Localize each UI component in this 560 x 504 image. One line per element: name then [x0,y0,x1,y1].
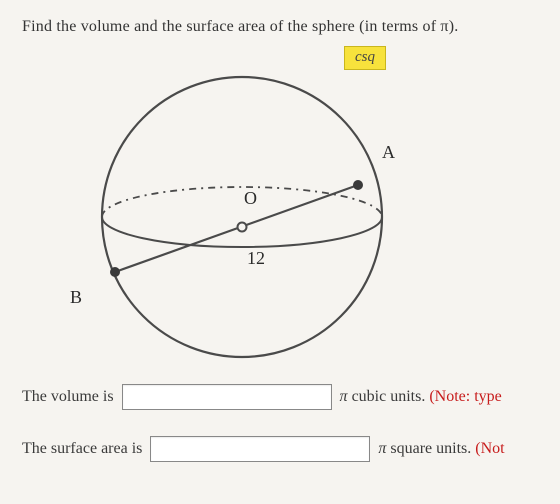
sphere-svg [52,42,472,362]
pi-symbol: π [340,388,348,405]
volume-input[interactable] [122,384,332,410]
sphere-diagram: csq A B O 12 [52,42,472,362]
surface-unit-text: square units. [386,440,475,457]
label-O: O [244,188,257,209]
surface-units: π square units. (Not [378,440,504,458]
surface-area-input[interactable] [150,436,370,462]
csq-tag: csq [344,46,386,70]
volume-row: The volume is π cubic units. (Note: type [22,384,546,410]
answer-section: The volume is π cubic units. (Note: type… [22,384,546,462]
volume-lead: The volume is [22,388,114,406]
label-A: A [382,142,395,163]
label-radius: 12 [247,248,265,269]
surface-lead: The surface area is [22,440,142,458]
label-B: B [70,287,82,308]
volume-note: (Note: type [429,388,501,405]
surface-row: The surface area is π square units. (Not [22,436,546,462]
surface-note: (Not [475,440,504,457]
volume-units: π cubic units. (Note: type [340,388,502,406]
volume-unit-text: cubic units. [348,388,430,405]
question-prompt: Find the volume and the surface area of … [22,18,546,36]
